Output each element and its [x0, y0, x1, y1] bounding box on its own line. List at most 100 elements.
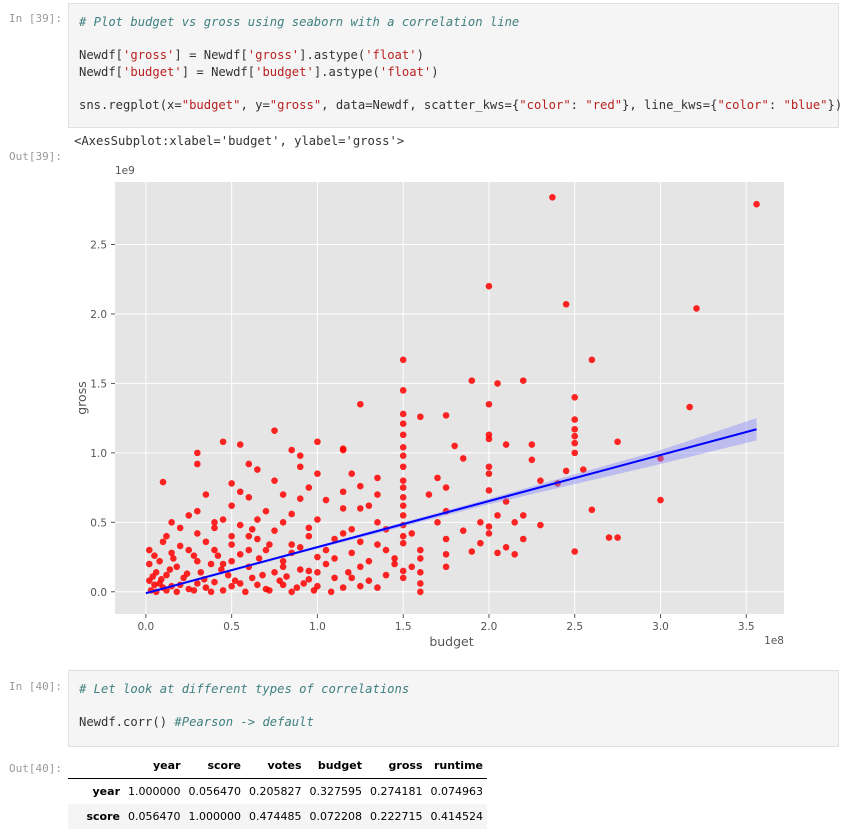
scatter-point — [339, 446, 347, 454]
scatter-point — [399, 463, 407, 471]
scatter-point — [194, 460, 201, 468]
x-tick-label: 0.5 — [223, 621, 240, 633]
scatter-point — [279, 563, 287, 571]
scatter-point — [219, 560, 227, 568]
scatter-point — [399, 512, 407, 519]
scatter-point — [753, 200, 760, 208]
scatter-point — [211, 578, 218, 586]
scatter-point — [399, 539, 407, 547]
scatter-point — [588, 356, 596, 364]
x-offset-label: 1e8 — [764, 635, 784, 647]
code-comment: # Let look at different types of correla… — [79, 682, 410, 696]
scatter-point — [442, 550, 450, 558]
scatter-point — [168, 519, 175, 526]
table-cell: 0.327595 — [309, 785, 363, 798]
code-line-corr: Newdf.corr() #Pearson -> default — [79, 715, 314, 729]
row-index: year — [92, 785, 120, 798]
scatter-point — [211, 524, 218, 532]
scatter-point — [331, 555, 338, 562]
scatter-point — [502, 441, 510, 448]
scatter-point — [322, 560, 330, 568]
scatter-point — [417, 569, 424, 576]
x-tick-label: 2.0 — [481, 621, 498, 633]
code-comment: # Plot budget vs gross using seaborn wit… — [79, 15, 520, 29]
scatter-point — [248, 525, 256, 533]
scatter-point — [236, 580, 244, 587]
scatter-point — [183, 570, 191, 578]
scatter-point — [528, 441, 536, 448]
scatter-point — [236, 550, 244, 558]
scatter-point — [417, 555, 424, 562]
scatter-point — [288, 541, 295, 548]
table-cell: 0.205827 — [249, 785, 302, 798]
scatter-point — [194, 507, 201, 515]
scatter-point — [159, 538, 167, 546]
scatter-point — [588, 506, 596, 514]
scatter-point — [459, 527, 467, 534]
scatter-point — [236, 441, 244, 448]
scatter-point — [305, 524, 313, 532]
scatter-point — [442, 484, 450, 491]
scatter-point — [451, 442, 458, 450]
scatter-point — [176, 524, 184, 532]
scatter-point — [293, 584, 301, 591]
regplot-chart: 0.0 0.5 1.0 1.5 2.0 2.5 3.0 3.5 0.0 0.5 1.0 1.5 2.0 2… — [74, 165, 784, 649]
scatter-point — [391, 560, 398, 568]
scatter-point — [468, 377, 476, 384]
scatter-point — [254, 516, 261, 523]
y-tick-label: 2.5 — [90, 240, 107, 252]
x-tick-label: 0.0 — [138, 621, 155, 633]
scatter-point — [571, 439, 579, 447]
scatter-point — [166, 566, 174, 573]
scatter-point — [485, 530, 493, 537]
scatter-point — [417, 588, 424, 596]
cell-39-code-editor[interactable]: # Plot budget vs gross using seaborn wit… — [68, 3, 841, 128]
scatter-point — [231, 577, 239, 584]
scatter-point — [159, 478, 167, 486]
cell-40-code-editor[interactable]: # Let look at different types of correla… — [68, 670, 839, 747]
cell-39-input-prompt: In [39]: — [9, 12, 62, 25]
table-cell: 0.474485 — [249, 810, 302, 823]
scatter-point — [202, 491, 210, 498]
scatter-point — [399, 410, 407, 418]
scatter-point — [485, 487, 493, 494]
scatter-point — [151, 581, 158, 589]
scatter-point — [331, 574, 338, 582]
scatter-point — [322, 496, 330, 504]
column-header: budget — [305, 755, 366, 779]
scatter-point — [219, 516, 227, 523]
scatter-point — [408, 563, 416, 571]
table-cell: 0.274181 — [370, 785, 423, 798]
scatter-point — [305, 532, 313, 540]
row-index: score — [86, 810, 120, 823]
scatter-point — [485, 282, 493, 290]
scatter-point — [562, 300, 570, 308]
column-header: runtime — [426, 755, 487, 779]
correlation-table: year score votes budget gross runtime ye… — [68, 755, 487, 829]
table-cell: 0.056470 — [188, 785, 242, 798]
scatter-point — [344, 569, 352, 576]
scatter-point — [357, 582, 364, 590]
scatter-point — [279, 581, 287, 589]
scatter-point — [374, 584, 381, 591]
x-tick-label: 1.0 — [309, 621, 326, 633]
scatter-point — [331, 535, 338, 543]
scatter-point — [339, 584, 347, 591]
scatter-point — [686, 403, 693, 411]
scatter-point — [494, 512, 501, 519]
scatter-point — [434, 519, 441, 526]
scatter-point — [296, 463, 304, 471]
y-tick-label: 1.0 — [90, 448, 107, 460]
scatter-point — [511, 550, 518, 558]
cell-39-output-text: <AxesSubplot:xlabel='budget', ylabel='gr… — [74, 134, 405, 148]
scatter-point — [442, 563, 450, 571]
scatter-point — [468, 548, 476, 555]
scatter-point — [485, 523, 493, 530]
scatter-point — [300, 580, 307, 587]
scatter-point — [425, 491, 433, 498]
scatter-point — [170, 555, 177, 562]
scatter-point — [374, 491, 381, 498]
scatter-point — [151, 552, 158, 559]
scatter-point — [357, 482, 364, 490]
scatter-point — [519, 535, 527, 543]
